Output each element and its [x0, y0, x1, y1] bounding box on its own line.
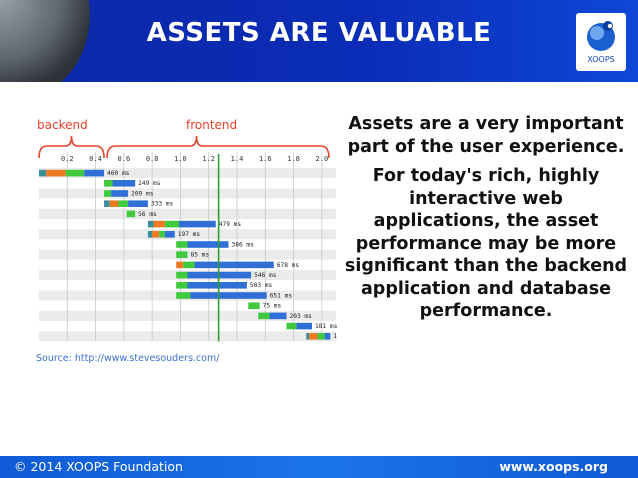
row-background	[39, 178, 336, 189]
row-background	[39, 188, 336, 199]
x-tick-label: 1.6	[259, 155, 272, 163]
bar-segment	[153, 220, 165, 228]
bar-segment	[152, 231, 160, 238]
frontend-brace	[106, 135, 330, 159]
bar-duration-label: 386 ms	[232, 241, 255, 248]
bar-segment	[128, 200, 148, 207]
slide-header: ASSETS ARE VALUABLE XOOPS	[0, 0, 638, 82]
bar-segment	[324, 333, 331, 340]
row-background	[39, 331, 336, 342]
bar-duration-label: 651 ms	[270, 292, 293, 299]
x-tick-label: 1.2	[202, 155, 215, 163]
bar-segment	[183, 261, 195, 269]
backend-brace	[38, 135, 105, 159]
footer-copyright: © 2014 XOOPS Foundation	[14, 459, 183, 474]
bar-duration-label: 85 ms	[191, 252, 210, 259]
row-background	[39, 198, 336, 209]
frontend-annotation: frontend	[186, 118, 237, 132]
xoops-logo: XOOPS	[576, 13, 626, 71]
bar-segment	[164, 220, 180, 228]
bar-segment	[306, 333, 310, 340]
bar-segment	[194, 261, 274, 269]
bar-segment	[176, 241, 188, 248]
xoops-logo-icon	[587, 21, 615, 51]
bar-segment	[65, 169, 85, 177]
bar-segment	[46, 169, 66, 177]
bar-segment	[248, 302, 260, 309]
bar-segment	[296, 322, 312, 330]
bar-duration-label: 56 ms	[138, 211, 157, 218]
bar-duration-label: 75 ms	[263, 303, 282, 310]
bar-duration-label: 678 ms	[277, 262, 300, 269]
bar-segment	[104, 200, 110, 207]
x-tick-label: 0.4	[89, 155, 102, 163]
row-background	[39, 300, 336, 311]
bar-segment	[126, 210, 136, 218]
row-background	[39, 168, 336, 179]
paragraph-1: Assets are a very important part of the …	[347, 114, 625, 157]
backend-annotation: backend	[37, 118, 88, 132]
bar-duration-label: 209 ms	[131, 190, 154, 197]
slide-title: ASSETS ARE VALUABLE	[146, 18, 492, 48]
bar-duration-label: 503 ms	[250, 282, 273, 289]
bar-segment	[111, 190, 129, 197]
bar-segment	[118, 200, 129, 207]
x-tick-label: 2.0	[316, 155, 329, 163]
bar-segment	[39, 169, 47, 177]
slide-body: Assets are a very important part of the …	[344, 113, 628, 330]
bar-segment	[84, 169, 105, 177]
row-background	[39, 229, 336, 240]
x-tick-label: 0.6	[118, 155, 131, 163]
bar-duration-label: 546 ms	[254, 272, 277, 279]
bar-segment	[179, 220, 216, 228]
x-tick-label: 0.2	[61, 155, 74, 163]
bar-duration-label: 479 ms	[219, 221, 242, 228]
row-background	[39, 321, 336, 332]
bar-segment	[147, 220, 154, 228]
bar-segment	[147, 231, 153, 238]
row-background	[39, 208, 336, 219]
bar-segment	[159, 231, 165, 238]
logo-text: XOOPS	[587, 55, 615, 64]
bar-duration-label: 181 ms	[315, 323, 338, 330]
bar-segment	[176, 261, 184, 269]
paragraph-2: For today's rich, highly interactive web…	[344, 166, 628, 321]
row-background	[39, 310, 336, 321]
bar-segment	[164, 231, 175, 238]
bar-segment	[187, 241, 229, 248]
footer-website: www.xoops.org	[499, 459, 608, 474]
bar-duration-label: 197 ms	[178, 231, 201, 238]
bar-segment	[269, 312, 287, 320]
bar-duration-label: 333 ms	[151, 201, 174, 208]
bar-duration-label: 203 ms	[290, 313, 313, 320]
bar-segment	[176, 271, 188, 279]
bar-segment	[109, 200, 119, 207]
bar-segment	[104, 190, 112, 197]
bar-segment	[104, 180, 113, 187]
bar-segment	[187, 282, 247, 289]
bar-duration-label: 460 ms	[107, 170, 130, 177]
source-citation: Source: http://www.stevesouders.com/	[36, 353, 220, 364]
bar-segment	[286, 322, 297, 330]
bar-duration-label: 249 ms	[138, 180, 161, 187]
bar-segment	[317, 333, 325, 340]
x-tick-label: 1.8	[287, 155, 300, 163]
bar-segment	[190, 292, 267, 299]
slide-footer: © 2014 XOOPS Foundation www.xoops.org	[0, 456, 638, 478]
waterfall-chart: 0.2 0.4 0.6 0.8 1.0 1.2 1.4 1.6 1.8 2.0 460 ms 249 …	[37, 118, 338, 342]
bar-segment	[309, 333, 318, 340]
bar-segment	[176, 251, 188, 258]
x-tick-label: 1.0	[174, 155, 187, 163]
bar-segment	[112, 180, 136, 187]
x-tick-label: 1.4	[231, 155, 244, 163]
x-tick-label: 0.8	[146, 155, 159, 163]
bar-segment	[176, 282, 188, 289]
bar-segment	[176, 292, 191, 299]
bar-segment	[258, 312, 270, 320]
bar-duration-label: 1	[333, 333, 337, 340]
